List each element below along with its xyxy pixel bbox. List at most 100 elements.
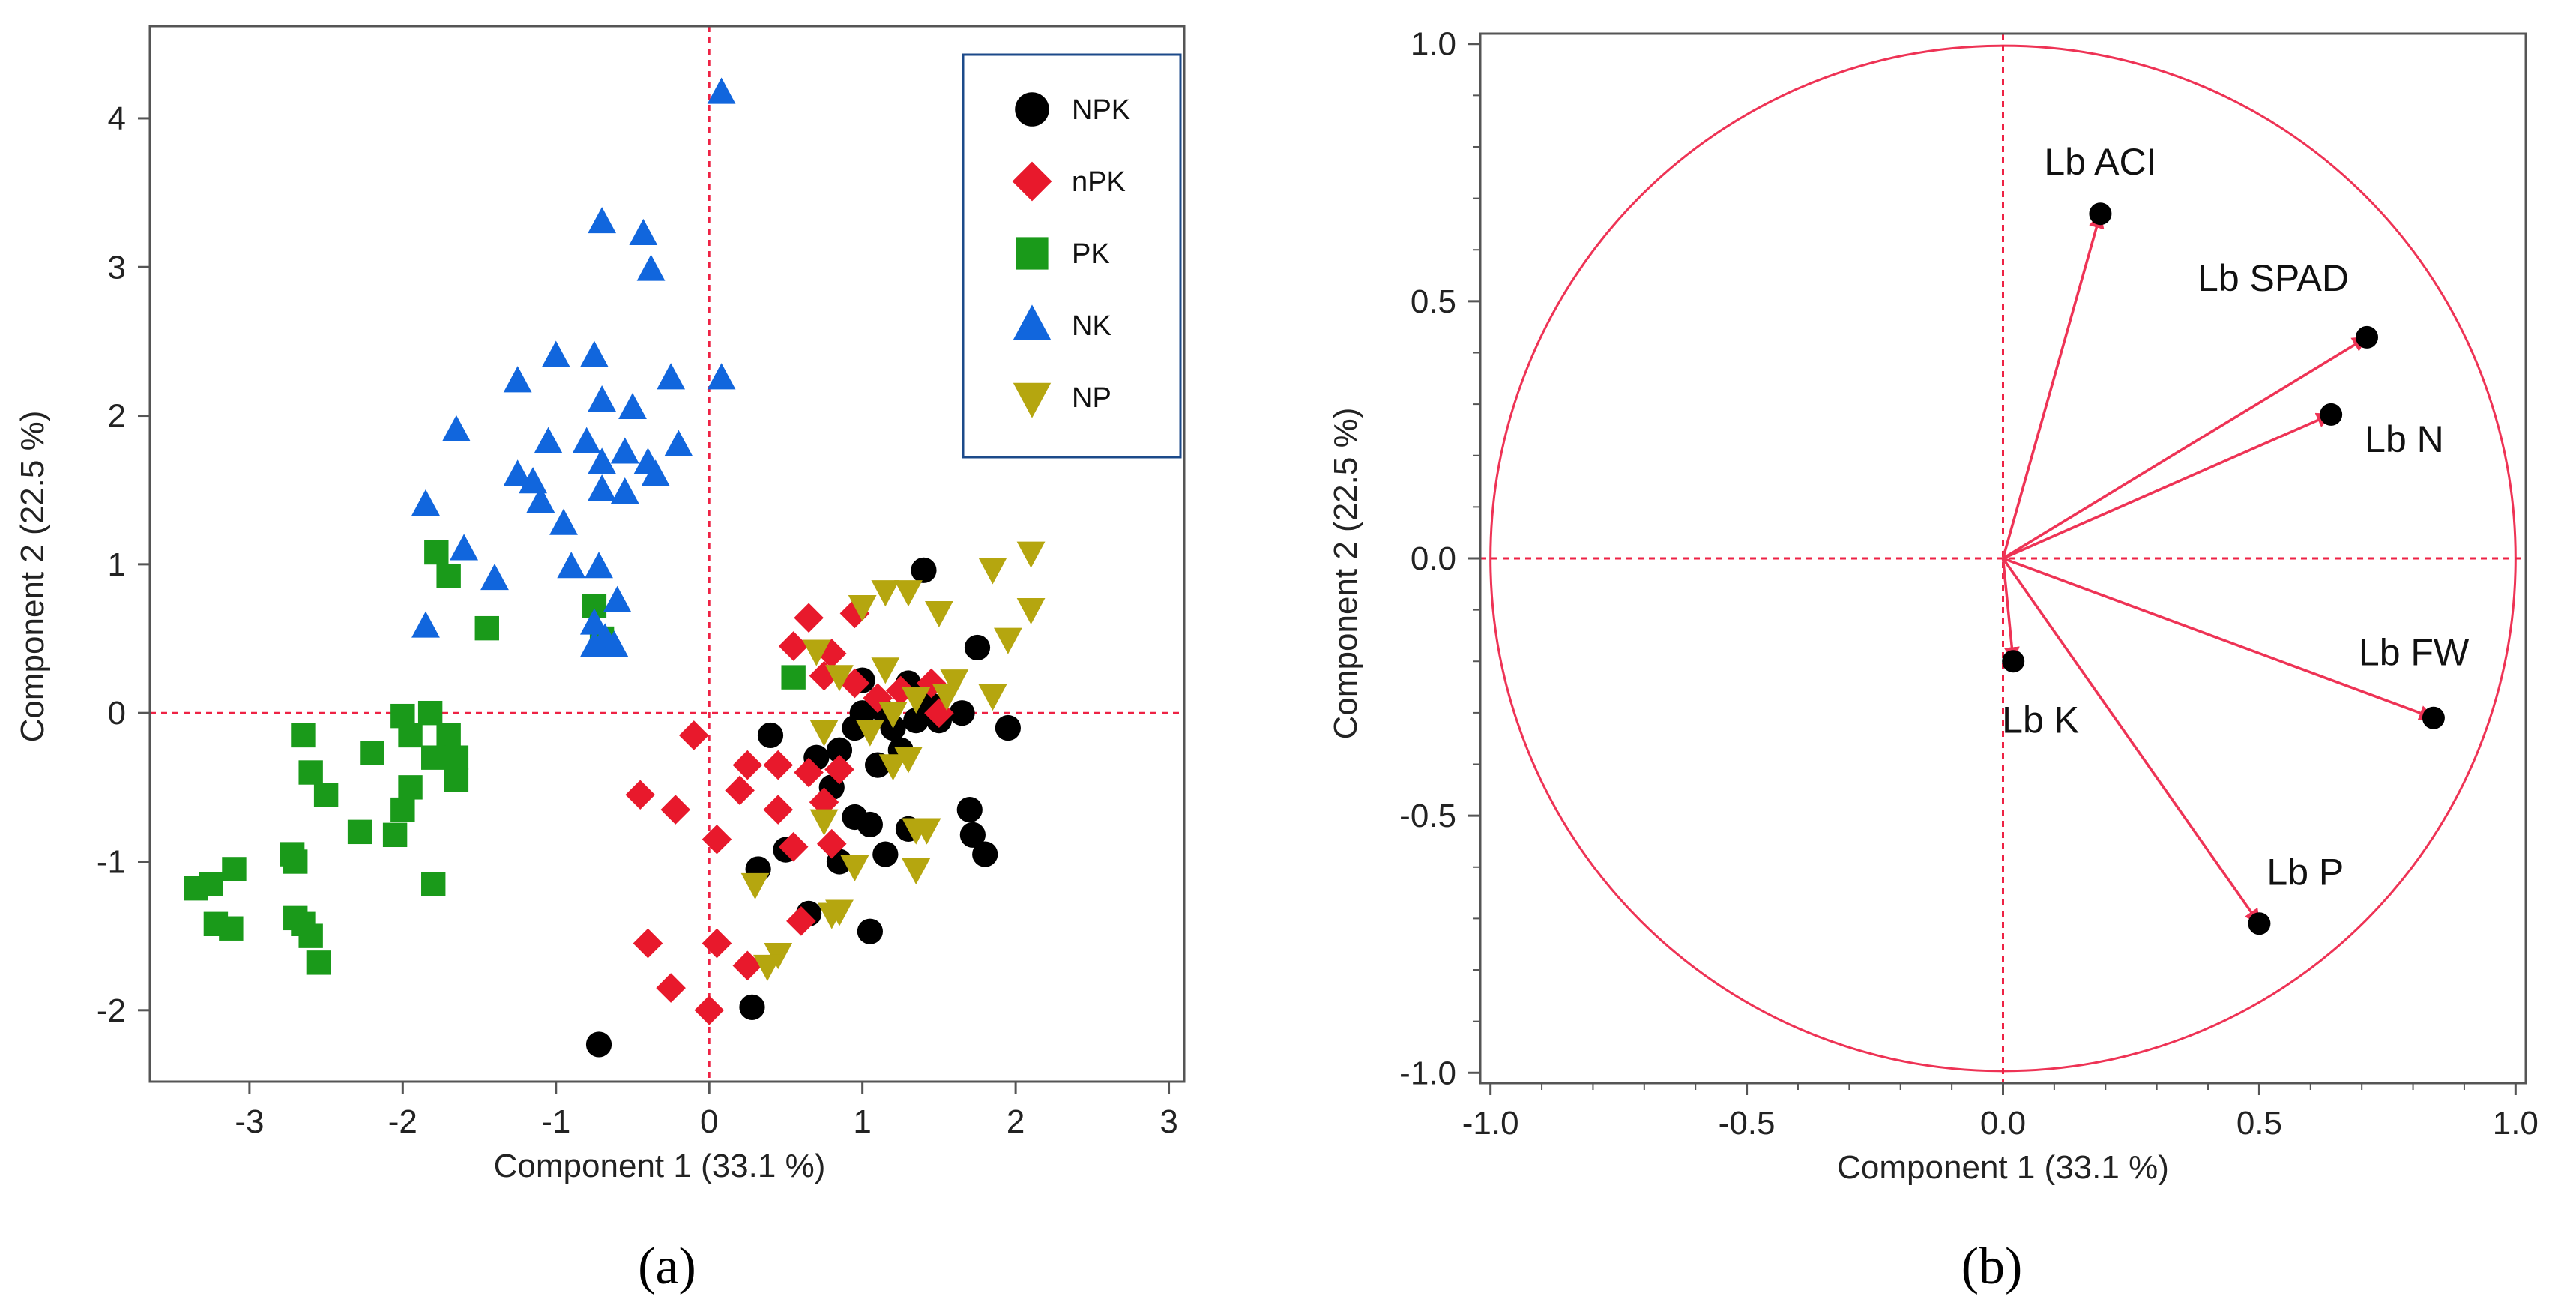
point-nk-27 (450, 534, 479, 561)
x-tick-label: 3 (1159, 1103, 1177, 1140)
point-pk-2 (436, 564, 461, 588)
point-pk-31 (219, 916, 244, 941)
point-np-26 (740, 872, 770, 899)
y-tick-label: -1.0 (1399, 1055, 1456, 1091)
y-tick-label: 1.0 (1411, 26, 1456, 63)
point-npk-23 (956, 796, 983, 823)
panel-a-x-axis-label: Component 1 (33.1 %) (494, 1148, 826, 1184)
point-nk-36 (579, 630, 609, 657)
legend-label-nk: NK (1072, 310, 1111, 342)
point-np-19 (878, 754, 908, 781)
x-tick-label: -1 (541, 1103, 570, 1140)
panel-a-plot-frame (148, 25, 1186, 1083)
point-np-21 (809, 809, 839, 836)
point-pk-12 (444, 745, 469, 770)
point-nk-31 (603, 585, 632, 612)
point-nk-9 (707, 363, 736, 390)
point-nk-32 (579, 608, 609, 635)
y-tick-label: 1 (108, 546, 126, 583)
point-npk-9 (949, 700, 975, 726)
point-nk-3 (629, 218, 658, 246)
point-np-23 (912, 818, 941, 845)
point-nk-12 (441, 415, 471, 441)
point-np-18 (855, 720, 884, 747)
point-pk-11 (436, 723, 461, 748)
point-pk-15 (298, 760, 323, 785)
point-npk-16 (725, 775, 755, 806)
point-npk-29 (694, 995, 725, 1025)
point-pk-6 (781, 665, 806, 690)
vector-label-lb-n: Lb N (2365, 418, 2444, 460)
y-tick-label: 0.5 (1411, 283, 1456, 320)
point-npk-24 (959, 822, 986, 848)
point-nk-24 (411, 489, 440, 516)
x-tick-label: 1.0 (2493, 1105, 2539, 1142)
vector-label-lb-p: Lb P (2266, 851, 2344, 893)
point-nk-21 (519, 467, 548, 494)
panel-a-y-axis-label: Component 2 (22.5 %) (14, 411, 51, 743)
point-pk-1 (424, 540, 449, 565)
point-npk-31 (857, 918, 883, 944)
point-np-9 (802, 639, 831, 666)
panel-a-legend: NPK nPK PK NK NP (962, 53, 1182, 459)
vector-point-lb-spad (2356, 325, 2379, 349)
point-npk-25 (972, 841, 998, 867)
point-np-1 (1016, 541, 1046, 568)
point-pk-8 (417, 700, 443, 726)
point-npk-20 (660, 795, 691, 825)
x-tick-label: 2 (1007, 1103, 1025, 1140)
point-npk-27 (732, 950, 763, 981)
y-tick-label: 0 (108, 695, 126, 732)
vector-point-lb-k (2002, 650, 2025, 673)
point-nk-1 (707, 77, 736, 104)
point-pk-16 (444, 768, 469, 792)
vector-arrow-lb-k (2001, 558, 2020, 663)
panel-a-y-ticks: -2 -1 0 1 2 3 4 (97, 100, 150, 1029)
y-tick-label: -2 (97, 992, 126, 1029)
x-tick-label: -2 (388, 1103, 417, 1140)
point-nk-13 (534, 427, 563, 453)
vector-label-lb-fw: Lb FW (2359, 632, 2470, 674)
point-pk-9 (291, 723, 316, 748)
panel-b-vectors: Lb ACI Lb SPAD Lb N Lb FW Lb K Lb P (2001, 141, 2470, 935)
x-tick-label: -3 (235, 1103, 264, 1140)
panel-b-x-ticks: -1.0 -0.5 0.0 0.5 1.0 (1462, 1083, 2539, 1142)
point-npk-3 (778, 631, 809, 661)
point-nk-7 (503, 366, 532, 393)
point-pk-27 (184, 875, 208, 901)
point-npk-18 (763, 795, 794, 825)
legend-label-npk: NPK (1072, 94, 1130, 126)
point-np-15 (902, 687, 931, 714)
point-pk-17 (313, 783, 339, 807)
point-pk-14 (360, 741, 384, 765)
point-npk-14 (824, 754, 854, 785)
point-pk-19 (390, 797, 415, 822)
point-npk-19 (625, 780, 656, 810)
panel-a-points (184, 77, 1046, 1058)
point-np-7 (924, 600, 953, 628)
point-npk-3 (995, 714, 1021, 741)
point-npk-15 (794, 757, 824, 788)
point-npk-32 (739, 994, 765, 1020)
point-nk-8 (657, 363, 686, 390)
point-npk-11 (903, 708, 929, 734)
point-np-4 (871, 580, 900, 607)
point-nk-30 (585, 552, 613, 579)
panel-b-y-axis-label: Component 2 (22.5 %) (1327, 408, 1364, 740)
y-tick-label: 4 (108, 100, 126, 137)
point-npk-23 (816, 828, 847, 859)
point-np-20 (894, 747, 923, 774)
point-np-3 (1016, 597, 1046, 625)
vector-arrow-lb-fw (2002, 557, 2435, 721)
point-nk-6 (579, 340, 609, 367)
x-tick-label: 0.0 (1980, 1105, 2026, 1142)
y-tick-label: 0.0 (1411, 540, 1456, 577)
y-tick-label: -0.5 (1399, 798, 1456, 834)
point-nk-15 (610, 437, 639, 464)
point-nk-29 (557, 552, 586, 579)
point-npk-11 (678, 720, 709, 750)
legend-label-npk: nPK (1072, 166, 1126, 198)
point-pk-33 (306, 950, 331, 975)
vector-label-lb-k: Lb K (2002, 699, 2079, 741)
x-tick-label: 1 (853, 1103, 871, 1140)
